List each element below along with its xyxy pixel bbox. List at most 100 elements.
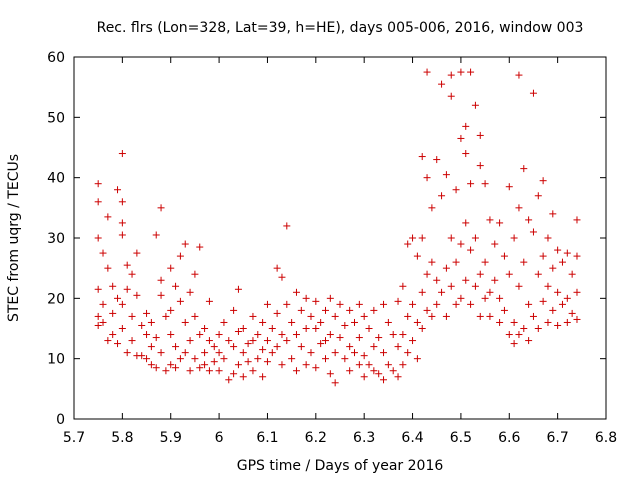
- data-point: [186, 367, 194, 375]
- y-tick-label: 60: [47, 50, 65, 66]
- data-point: [143, 309, 151, 317]
- data-points: [94, 68, 581, 387]
- data-point: [147, 318, 155, 326]
- data-point: [143, 331, 151, 339]
- data-point: [447, 234, 455, 242]
- data-point: [404, 240, 412, 248]
- data-point: [94, 198, 102, 206]
- data-point: [94, 285, 102, 293]
- data-point: [181, 318, 189, 326]
- data-point: [239, 325, 247, 332]
- data-point: [496, 294, 504, 302]
- x-tick-label: 6.6: [498, 430, 520, 446]
- data-point: [457, 134, 465, 142]
- data-point: [486, 216, 494, 224]
- data-point: [573, 216, 581, 224]
- data-point: [128, 270, 136, 278]
- data-point: [549, 210, 557, 218]
- data-point: [549, 264, 557, 272]
- data-point: [413, 318, 421, 326]
- data-point: [563, 318, 571, 326]
- data-point: [234, 285, 242, 293]
- data-point: [491, 276, 499, 284]
- data-point: [554, 288, 562, 296]
- data-point: [143, 355, 151, 363]
- data-point: [428, 258, 436, 266]
- data-point: [225, 376, 233, 384]
- data-point: [191, 355, 199, 363]
- data-point: [104, 213, 112, 221]
- data-point: [539, 297, 547, 305]
- data-point: [515, 204, 523, 212]
- data-point: [360, 352, 368, 360]
- data-point: [244, 340, 252, 348]
- data-point: [172, 364, 180, 372]
- data-point: [244, 358, 252, 366]
- data-point: [573, 315, 581, 323]
- data-point: [239, 349, 247, 357]
- data-point: [292, 367, 300, 375]
- data-point: [510, 234, 518, 242]
- data-point: [346, 343, 354, 351]
- y-axis-ticks: 0 10 20 30 40 50 60: [47, 50, 606, 428]
- data-point: [413, 252, 421, 260]
- data-point: [409, 300, 417, 308]
- data-point: [442, 312, 450, 320]
- data-point: [438, 80, 446, 88]
- data-point: [505, 183, 513, 191]
- data-point: [118, 219, 126, 227]
- data-point: [109, 331, 117, 339]
- data-point: [259, 373, 267, 381]
- data-point: [205, 367, 213, 375]
- data-point: [205, 337, 213, 345]
- data-point: [375, 334, 383, 342]
- x-tick-label: 6.5: [450, 430, 472, 446]
- data-point: [317, 340, 325, 348]
- data-point: [360, 373, 368, 381]
- data-point: [573, 252, 581, 260]
- data-point: [534, 325, 542, 332]
- data-point: [186, 288, 194, 296]
- data-point: [525, 216, 533, 224]
- data-point: [331, 349, 339, 357]
- data-point: [413, 355, 421, 363]
- data-point: [152, 231, 160, 239]
- data-point: [176, 355, 184, 363]
- data-point: [133, 291, 141, 299]
- data-point: [394, 373, 402, 381]
- data-point: [554, 321, 562, 329]
- data-point: [365, 361, 373, 369]
- data-point: [423, 306, 431, 314]
- y-axis-label: STEC from uqrg / TECUs: [6, 154, 22, 322]
- data-point: [263, 300, 271, 308]
- data-point: [118, 231, 126, 239]
- data-point: [529, 228, 537, 236]
- data-point: [452, 186, 460, 194]
- data-point: [418, 153, 426, 161]
- data-point: [99, 249, 107, 257]
- data-point: [496, 219, 504, 227]
- data-point: [438, 192, 446, 200]
- data-point: [94, 312, 102, 320]
- data-point: [210, 343, 218, 351]
- y-tick-label: 50: [47, 110, 65, 126]
- data-point: [220, 355, 228, 363]
- data-point: [534, 192, 542, 200]
- data-point: [351, 318, 359, 326]
- data-point: [312, 325, 320, 332]
- data-point: [471, 101, 479, 109]
- data-point: [529, 312, 537, 320]
- data-point: [123, 285, 131, 293]
- data-point: [471, 234, 479, 242]
- data-point: [515, 71, 523, 79]
- data-point: [423, 68, 431, 76]
- data-point: [292, 331, 300, 339]
- data-point: [215, 331, 223, 339]
- data-point: [505, 331, 513, 339]
- data-point: [157, 349, 165, 357]
- data-point: [263, 358, 271, 366]
- data-point: [433, 276, 441, 284]
- data-point: [331, 379, 339, 387]
- data-point: [186, 337, 194, 345]
- data-point: [176, 252, 184, 260]
